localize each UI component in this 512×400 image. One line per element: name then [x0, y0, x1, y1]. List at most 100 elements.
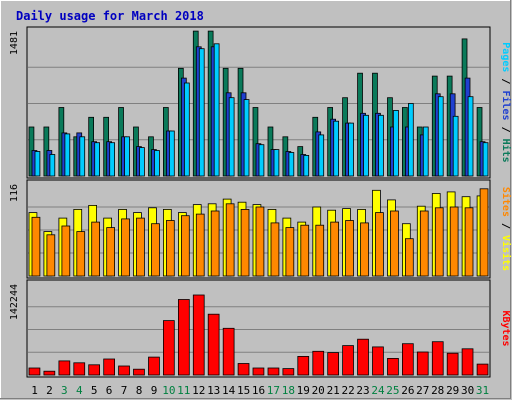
kbytes-bar: [118, 365, 130, 376]
x-tick-label: 21: [327, 384, 340, 397]
sites-bar: [225, 203, 235, 277]
sites-bar: [375, 212, 384, 277]
x-tick-label: 14: [222, 384, 236, 397]
kbytes-bar: [148, 356, 160, 376]
sites-bar: [76, 231, 86, 277]
pages-bar: [64, 133, 71, 177]
kbytes-bar: [327, 352, 340, 376]
pages-bar: [303, 154, 310, 177]
x-tick-label: 25: [386, 384, 399, 397]
kbytes-bar: [162, 320, 175, 376]
x-tick-label: 11: [177, 384, 190, 397]
x-tick-label: 2: [46, 384, 53, 397]
kbytes-bar: [88, 364, 100, 376]
x-tick-label: 22: [341, 384, 354, 397]
sites-bar: [255, 206, 265, 277]
x-axis: 1 2 3 4 5 6 7 8 9 10 11 12 13 14 15 16 17 18 19 20 21 22 23 24 2…: [31, 384, 489, 397]
pages-bar: [467, 96, 474, 177]
legend-item-hits: Hits: [500, 139, 512, 163]
y-max-label: 1481: [9, 31, 20, 55]
sites-bar: [195, 213, 205, 277]
kbytes-bar: [43, 370, 56, 376]
x-tick-label: 8: [136, 384, 143, 397]
pages-bar: [437, 96, 444, 177]
x-tick-label: 23: [356, 384, 369, 397]
kbytes-bar: [416, 351, 429, 376]
x-tick-label: 18: [282, 384, 295, 397]
legend-item-files: Files: [500, 90, 512, 120]
pages-bar: [49, 154, 56, 177]
sites-bar: [464, 207, 474, 277]
pages-bar: [243, 99, 250, 177]
legend-separator: /: [500, 72, 511, 90]
pages-bar: [348, 122, 354, 177]
sites-bar: [434, 207, 444, 277]
x-tick-label: 6: [106, 384, 113, 397]
kbytes-bar: [207, 313, 220, 376]
pages-bar: [109, 142, 115, 177]
kbytes-bar: [28, 367, 41, 376]
kbytes-bar: [237, 363, 250, 376]
legend-item-kbytes: KBytes: [500, 310, 511, 346]
x-tick-label: 28: [431, 384, 444, 397]
panel-visits-sites: 116 Sites / Visits: [9, 179, 512, 279]
kbytes-bar: [58, 360, 71, 376]
kbytes-bar: [73, 362, 86, 376]
x-tick-label: 30: [461, 384, 474, 397]
pages-bar: [407, 103, 414, 177]
kbytes-bar: [267, 367, 280, 376]
kbytes-bar: [192, 294, 205, 376]
panel-hits-files-pages: 1481 Pages / Files / Hits: [9, 26, 512, 179]
hits-bar: [252, 107, 259, 177]
x-tick-label: 17: [267, 384, 280, 397]
pages-bar: [228, 97, 235, 177]
legend-item-pages: Pages: [500, 42, 511, 72]
sites-bar: [91, 221, 100, 277]
pages-bar: [363, 114, 369, 177]
kbytes-bar: [357, 338, 369, 376]
x-tick-label: 27: [416, 384, 429, 397]
sites-bar: [240, 208, 250, 277]
legend-item-sites: Sites: [500, 187, 512, 217]
sites-bar: [285, 227, 295, 277]
pages-bar: [183, 82, 190, 177]
pages-bar: [168, 130, 175, 177]
kbytes-bar: [461, 348, 474, 376]
sites-bar: [136, 217, 145, 277]
sites-bar: [330, 221, 340, 277]
pages-bar: [422, 126, 429, 177]
x-tick-label: 16: [252, 384, 265, 397]
legend-separator: /: [500, 121, 511, 139]
kbytes-bar: [103, 358, 115, 376]
pages-bar: [273, 149, 280, 177]
y-max-label: 142244: [9, 284, 20, 320]
kbytes-bar: [252, 367, 265, 376]
sites-bar: [390, 210, 399, 277]
x-tick-label: 31: [476, 384, 489, 397]
pages-bar: [288, 152, 295, 177]
kbytes-bar: [446, 352, 459, 376]
pages-bar: [79, 136, 86, 177]
kbytes-bar: [177, 299, 190, 376]
y-max-label: 116: [9, 184, 20, 202]
pages-bar: [258, 144, 265, 177]
legend-separator: /: [500, 217, 511, 235]
legend-visits-sites: Sites / Visits: [500, 187, 512, 271]
sites-bar: [345, 220, 354, 277]
x-tick-label: 5: [91, 384, 98, 397]
sites-bar: [360, 222, 369, 277]
x-tick-label: 4: [76, 384, 83, 397]
sites-bar: [31, 216, 41, 277]
pages-bar: [393, 110, 399, 177]
sites-bar: [106, 227, 115, 277]
sites-bar: [165, 220, 175, 277]
pages-bar: [452, 115, 459, 177]
sites-bar: [61, 225, 71, 277]
pages-bar: [318, 134, 325, 177]
kbytes-bar: [342, 345, 354, 376]
series-sites: [31, 188, 489, 277]
x-tick-label: 7: [121, 384, 128, 397]
sites-bar: [449, 206, 459, 277]
kbytes-bar: [312, 350, 325, 376]
